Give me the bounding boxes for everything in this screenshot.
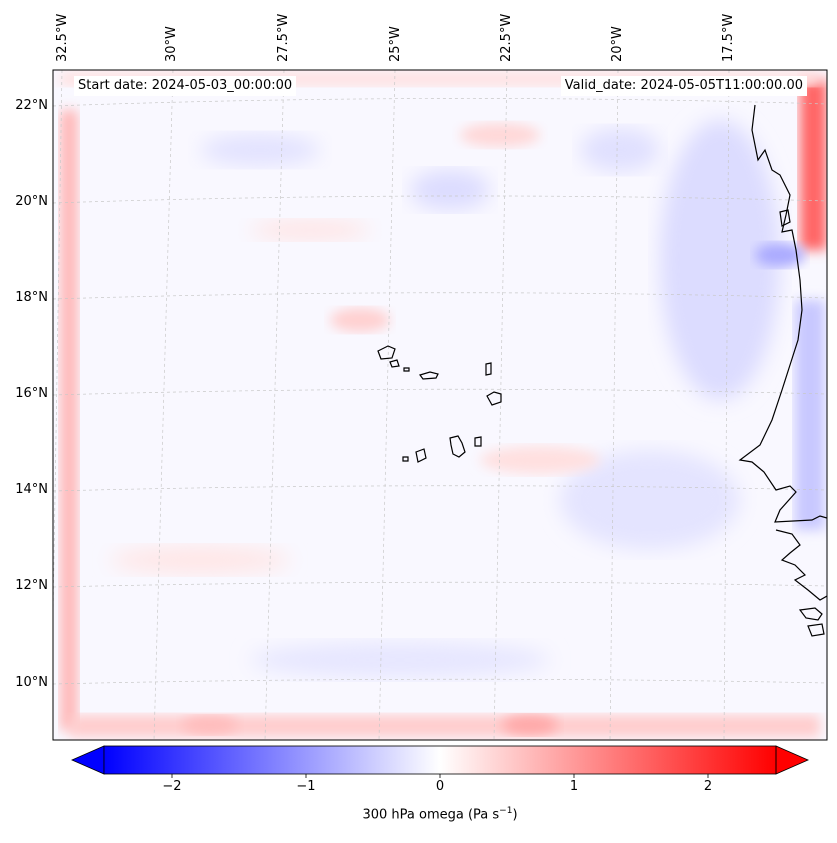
- lon-label: 25°W: [388, 26, 403, 62]
- island-santo-antao: [377, 345, 396, 360]
- lon-label: 30°W: [164, 26, 179, 62]
- colorbar-label-text: 300 hPa omega (Pa s: [362, 807, 500, 823]
- omega-patch-positive: [502, 715, 558, 735]
- colorbar-tick-label: 1: [569, 779, 579, 794]
- colorbar-tick-label: 0: [435, 779, 445, 794]
- lon-label: 20°W: [610, 26, 625, 62]
- bijagos-islands: [807, 623, 825, 637]
- omega-patch-negative: [200, 134, 320, 166]
- lat-label: 16°N: [15, 386, 48, 401]
- island-santiago: [449, 435, 466, 458]
- colorbar-label-exponent: −1: [499, 806, 513, 816]
- colorbar: [71, 745, 809, 778]
- island-sao-vicente: [389, 359, 400, 368]
- omega-patch-positive: [460, 123, 540, 147]
- lat-label: 22°N: [15, 98, 48, 113]
- colorbar-ticks: [171, 774, 709, 778]
- lon-label: 32.5°W: [55, 13, 70, 62]
- bijagos-islands: [798, 607, 823, 621]
- parallel-line: [53, 98, 827, 107]
- omega-patch-negative: [580, 128, 660, 172]
- colorbar-tick-label: −1: [296, 779, 316, 794]
- parallel-line: [53, 678, 827, 685]
- colorbar-label: 300 hPa omega (Pa s−1): [0, 806, 837, 822]
- omega-patch-positive: [250, 220, 370, 240]
- omega-patch-negative: [560, 450, 740, 550]
- island-brava: [402, 456, 409, 462]
- omega-patch-negative: [250, 642, 550, 678]
- lat-label: 20°N: [15, 194, 48, 209]
- colorbar-min-extend: [71, 745, 105, 775]
- omega-patch-negative: [410, 170, 490, 210]
- omega-patch-positive: [182, 716, 238, 734]
- colorbar-label-close: ): [512, 807, 518, 823]
- island-boa-vista: [486, 391, 502, 406]
- colorbar-gradient: [104, 746, 776, 774]
- coastal-island: [779, 209, 791, 227]
- island-santa-luzia: [403, 367, 410, 372]
- map-frame: [52, 69, 828, 741]
- lat-label: 10°N: [15, 675, 48, 690]
- meridian-line: [153, 70, 174, 740]
- parallel-line: [53, 485, 827, 492]
- meridian-line: [723, 70, 730, 740]
- island-sao-nicolau: [419, 371, 439, 380]
- parallel-line: [53, 292, 827, 300]
- lat-label: 14°N: [15, 482, 48, 497]
- meridian-line: [609, 70, 619, 740]
- omega-patch-positive: [480, 446, 600, 474]
- african-coastline: [738, 104, 827, 523]
- start-date-annotation: Start date: 2024-05-03_00:00:00: [74, 76, 297, 96]
- island-fogo: [415, 448, 427, 463]
- omega-anomaly-west-edge: [60, 110, 78, 730]
- graticule: [53, 70, 827, 740]
- lat-label: 18°N: [15, 290, 48, 305]
- colorbar-tick-label: 2: [703, 779, 713, 794]
- omega-patch-negative-strong: [755, 243, 805, 267]
- valid-date-annotation: Valid_date: 2024-05-05T11:00:00.00: [560, 76, 807, 96]
- parallel-line: [53, 581, 827, 588]
- guinea-coastline: [775, 529, 827, 601]
- omega-anomaly-east-edge-negative: [795, 300, 825, 530]
- colorbar-tick-label: −2: [162, 779, 182, 794]
- colorbar-max-extend: [775, 745, 809, 775]
- omega-anomaly-south-edge: [70, 715, 820, 737]
- island-sal: [485, 362, 492, 376]
- parallel-line: [53, 195, 827, 204]
- omega-patch-positive: [110, 546, 290, 574]
- omega-patch-negative: [660, 120, 780, 400]
- meridian-line: [493, 70, 508, 740]
- meridian-line: [378, 70, 396, 740]
- omega-patch-positive: [330, 308, 390, 332]
- omega-anomaly-east-edge-strong: [800, 80, 827, 250]
- coastlines: [377, 104, 827, 637]
- lon-label: 27.5°W: [276, 13, 291, 62]
- lon-label: 22.5°W: [499, 13, 514, 62]
- lon-label: 17.5°W: [721, 13, 736, 62]
- parallel-line: [53, 388, 827, 396]
- lat-label: 12°N: [15, 578, 48, 593]
- meridian-line: [264, 70, 285, 740]
- island-maio: [474, 436, 482, 447]
